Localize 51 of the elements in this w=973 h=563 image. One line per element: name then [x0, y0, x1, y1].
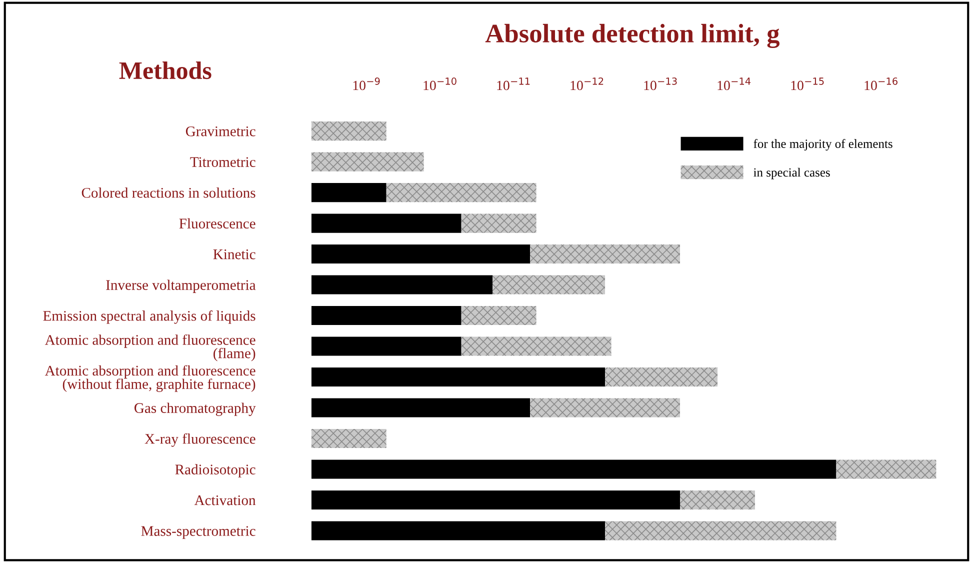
y-tick-label: Gas chromatography [134, 402, 256, 416]
y-tick-label: Atomic absorption and fluorescence (flame) [44, 334, 256, 362]
bar [311, 152, 424, 172]
y-tick-label: Gravimetric [186, 126, 256, 136]
y-tick-label: Titrometric [190, 157, 256, 167]
y-tick-label: Inverse voltamperometria [106, 280, 256, 293]
y-tick-label: Kinetic [213, 249, 256, 260]
bar [311, 336, 462, 356]
bar [311, 428, 386, 448]
bar [311, 214, 462, 233]
bar [311, 275, 493, 294]
bar [605, 367, 718, 387]
bar [461, 214, 536, 233]
y-tick-label: Emission spectral analysis of liquids [43, 310, 256, 324]
bar [311, 521, 606, 540]
text: 10$^{−12}$ [570, 77, 604, 90]
text: 10$^{−13}$ [644, 77, 677, 90]
text: 10$^{−16}$ [864, 77, 898, 90]
y-tick-label: X-ray fluorescence [144, 433, 256, 447]
y-tick-label: Mass-spectrometric [141, 526, 256, 539]
chart-title: Absolute detection limit, g [485, 24, 780, 48]
bar [680, 490, 755, 510]
legend-label: for the majority of elements [754, 139, 892, 151]
text: 10$^{−9}$ [353, 77, 380, 90]
bar [605, 521, 836, 540]
y-tick-label: Radioisotopic [175, 464, 256, 478]
bar [530, 244, 680, 264]
text: 10$^{−15}$ [791, 78, 824, 90]
bar [311, 122, 386, 141]
bar [530, 398, 680, 418]
bar [311, 183, 386, 202]
y-axis-title: Methods [119, 61, 212, 80]
text: 10$^{−14}$ [718, 78, 751, 90]
bar [461, 336, 612, 356]
bar [311, 244, 530, 264]
y-tick-label: Atomic absorption and fluorescence (without flame, graphite furnace) [44, 365, 256, 392]
y-tick-label: Activation [194, 495, 256, 506]
bar [311, 306, 462, 326]
legend-label: in special cases [754, 168, 830, 180]
bar [311, 490, 680, 510]
y-tick-label: Fluorescence [179, 218, 256, 228]
bar [311, 367, 606, 387]
bar [492, 275, 606, 294]
bar [386, 183, 536, 202]
text: 10$^{−10}$ [424, 77, 456, 90]
text: 10$^{−11}$ [497, 78, 530, 90]
bar [461, 306, 536, 326]
bar [311, 398, 530, 418]
bar [836, 460, 936, 479]
bar [311, 460, 836, 479]
y-tick-label: Colored reactions in solutions [82, 187, 256, 198]
